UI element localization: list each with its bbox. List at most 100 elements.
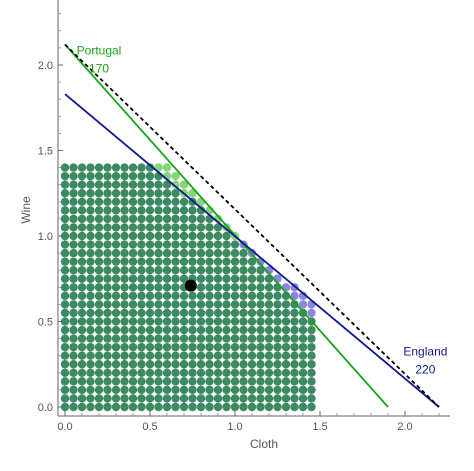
dot-both (128, 283, 138, 292)
dot-both (273, 351, 282, 360)
dot-both (230, 334, 240, 343)
dot-both (273, 368, 282, 377)
dot-both (145, 197, 155, 206)
dot-both (145, 368, 155, 377)
dot-both (128, 171, 138, 181)
dot-both (205, 274, 214, 283)
dot-both (111, 402, 121, 412)
dot-both (256, 351, 265, 360)
dot-both (290, 385, 299, 395)
dot-both (171, 308, 180, 318)
dot-both (239, 351, 248, 360)
dot-both (162, 377, 172, 386)
dot-both (188, 402, 197, 412)
dot-both (188, 360, 197, 369)
dot-both (264, 385, 274, 395)
dot-both (205, 351, 214, 360)
dot-both (77, 240, 87, 249)
dot-both (103, 180, 112, 189)
dot-both (188, 214, 197, 224)
dot-both (171, 257, 180, 266)
dot-both (77, 266, 87, 275)
dot-both (162, 231, 172, 241)
dot-both (86, 385, 95, 395)
dot-both (154, 342, 163, 352)
dot-both (247, 291, 257, 301)
dot-both (230, 351, 240, 360)
dot-both (145, 402, 155, 412)
dot-both (281, 308, 291, 318)
dot-both (154, 223, 163, 232)
dot-both (60, 342, 70, 352)
dot-both (103, 266, 112, 275)
dot-both (154, 266, 163, 275)
dot-both (120, 291, 129, 301)
dot-both (86, 317, 95, 326)
dot-both (120, 308, 129, 318)
dot-both (273, 291, 282, 301)
dot-both (247, 385, 257, 395)
dot-england-only (290, 291, 299, 301)
dot-both (298, 368, 308, 377)
dot-both (162, 342, 172, 352)
dot-both (222, 291, 231, 301)
dot-both (290, 368, 299, 377)
dot-both (77, 231, 87, 241)
dot-both (86, 334, 95, 343)
dot-both (154, 351, 163, 360)
dot-both (230, 402, 240, 412)
dot-both (188, 231, 197, 241)
dot-both (69, 223, 78, 232)
dot-both (171, 223, 180, 232)
dot-both (247, 274, 257, 283)
dot-both (222, 231, 231, 241)
combined-dashed-line (64, 43, 440, 408)
dot-both (188, 317, 197, 326)
dot-both (281, 334, 291, 343)
dot-both (196, 385, 206, 395)
dot-both (86, 197, 95, 206)
dot-both (94, 334, 104, 343)
dot-portugal-only (171, 171, 180, 181)
dot-both (60, 351, 70, 360)
dot-both (94, 283, 104, 292)
dot-both (171, 351, 180, 360)
dot-both (103, 308, 112, 318)
dot-both (137, 325, 146, 335)
dot-both (162, 385, 172, 395)
dot-both (69, 240, 78, 249)
dot-both (230, 325, 240, 335)
dot-both (86, 283, 95, 292)
dot-both (205, 266, 214, 275)
dot-both (94, 163, 104, 172)
dot-both (60, 308, 70, 318)
dot-both (213, 248, 223, 258)
dot-both (188, 223, 197, 232)
dot-both (222, 342, 231, 352)
dot-both (137, 274, 146, 283)
dot-both (171, 291, 180, 301)
dot-both (307, 385, 316, 395)
dot-both (137, 300, 146, 309)
dot-both (247, 402, 257, 412)
dot-both (60, 283, 70, 292)
dot-both (94, 368, 104, 377)
dot-both (145, 300, 155, 309)
dot-both (179, 266, 189, 275)
dot-both (307, 368, 316, 377)
dot-both (69, 171, 78, 181)
dot-both (77, 308, 87, 318)
dot-both (179, 274, 189, 283)
dot-both (111, 197, 121, 206)
dot-both (86, 360, 95, 369)
dot-both (256, 325, 265, 335)
dot-both (222, 240, 231, 249)
x-tick-label: 1.5 (312, 421, 327, 433)
dot-both (94, 351, 104, 360)
dot-both (273, 377, 282, 386)
dot-both (222, 257, 231, 266)
dot-both (86, 351, 95, 360)
dot-both (154, 317, 163, 326)
dot-both (188, 248, 197, 258)
dot-both (128, 385, 138, 395)
